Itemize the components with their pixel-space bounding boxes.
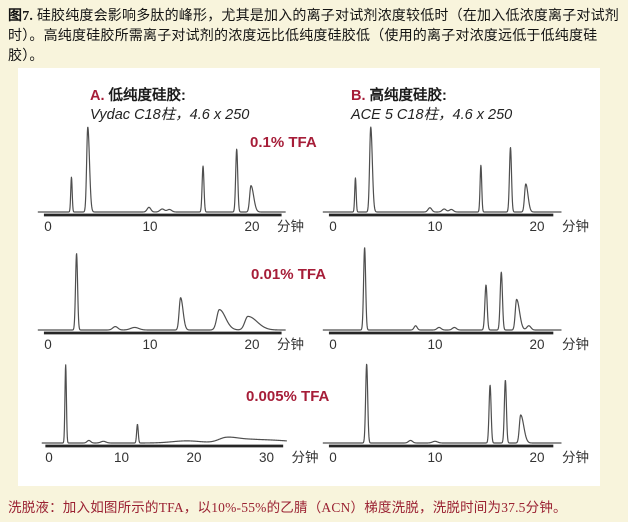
figure-caption-text: 硅胶纯度会影响多肽的峰形，尤其是加入的离子对试剂浓度较低时（在加入低浓度离子对试… [8,9,620,64]
axis-tick-label: 20 [529,219,544,234]
chromatogram-trace [322,126,562,213]
axis-tick-label: 0 [45,450,53,465]
chromatogram-a-0.1-tfa: 0 10 20 分钟 [37,126,304,234]
chromatogram-trace [322,363,562,444]
axis-tick-label: 30 [259,450,274,465]
column-header-a: A. 低纯度硅胶: [90,84,186,105]
column-label-a: A. [90,88,105,104]
axis-tick-label: 10 [142,337,157,352]
chromatogram-trace [37,126,286,213]
column-subtitle-b: ACE 5 C18柱，4.6 x 250 [351,107,513,123]
axis-tick-label: 0 [44,219,52,234]
chromatogram-b-0.01-tfa: 0 10 20 分钟 [322,247,589,352]
axis-tick-label: 0 [329,337,337,352]
axis-unit-label: 分钟 [277,218,304,234]
chromatogram-trace [37,253,286,331]
column-subtitle-a: Vydac C18柱，4.6 x 250 [90,107,250,123]
axis-tick-label: 10 [427,219,442,234]
figure-label: 图7. [8,9,34,24]
figure-caption: 图7. 硅胶纯度会影响多肽的峰形，尤其是加入的离子对试剂浓度较低时（在加入低浓度… [8,7,624,67]
axis-tick-label: 10 [427,337,442,352]
axis-tick-label: 20 [529,337,544,352]
condition-label-row2: 0.01% TFA [251,266,327,283]
column-label-b: B. [351,88,366,104]
axis-tick-label: 0 [44,337,52,352]
column-header-b: B. 高纯度硅胶: [351,84,447,105]
axis-unit-label: 分钟 [292,449,319,465]
figure-panel-background [18,68,600,486]
axis-unit-label: 分钟 [562,449,589,465]
column-title-a: 低纯度硅胶: [108,88,186,104]
chromatogram-a-0.01-tfa: 0 10 20 分钟 [37,253,304,352]
eluent-caption: 洗脱液：加入如图所示的TFA，以10%-55%的乙腈（ACN）梯度洗脱，洗脱时间… [8,500,567,515]
condition-label-row1: 0.1% TFA [250,134,317,151]
axis-tick-label: 0 [329,450,337,465]
axis-tick-label: 20 [244,337,259,352]
chromatogram-b-0.1-tfa: 0 10 20 分钟 [322,126,589,234]
chromatogram-trace [41,364,288,444]
axis-tick-label: 20 [186,450,201,465]
axis-unit-label: 分钟 [277,336,304,352]
chromatogram-trace [322,247,562,331]
axis-tick-label: 0 [329,219,337,234]
axis-tick-label: 10 [142,219,157,234]
column-title-b: 高纯度硅胶: [369,88,447,104]
axis-tick-label: 20 [244,219,259,234]
axis-unit-label: 分钟 [562,336,589,352]
axis-tick-label: 10 [427,450,442,465]
axis-unit-label: 分钟 [562,218,589,234]
axis-tick-label: 20 [529,450,544,465]
axis-tick-label: 10 [114,450,129,465]
chromatogram-a-0.005-tfa: 0 10 20 30 分钟 [41,364,319,465]
condition-label-row3: 0.005% TFA [246,388,330,405]
chromatogram-b-0.005-tfa: 0 10 20 分钟 [322,363,589,465]
